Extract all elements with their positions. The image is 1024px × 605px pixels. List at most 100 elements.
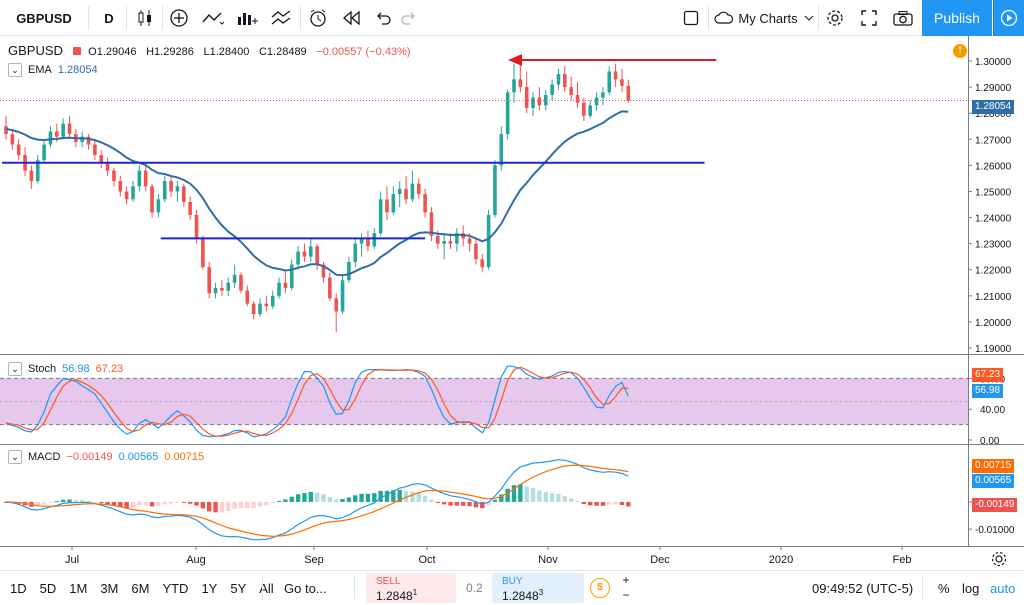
macd-histogram-bar [429, 499, 434, 502]
minus-icon[interactable]: − [622, 588, 630, 602]
candle-body [270, 295, 275, 307]
macd-histogram-bar [194, 501, 199, 506]
macd-tick-label: -0.01000 [975, 525, 1015, 536]
candle-body [448, 241, 453, 244]
candle-body [80, 136, 84, 142]
macd-histogram-bar [238, 501, 244, 509]
candle-body [607, 71, 612, 93]
warning-icon[interactable]: ! [953, 44, 967, 58]
range-button-1d[interactable]: 1D [10, 580, 27, 596]
macd-legend[interactable]: ⌄ MACD −0.00149 0.00565 0.00715 [8, 450, 204, 464]
chart-canvas[interactable]: 1.30000 1.29000 1.28000 1.27000 1.26000 1.250… [0, 36, 1024, 570]
sell-button[interactable]: SELL 1.28481 [366, 573, 456, 603]
macd-histogram-bar [124, 501, 129, 508]
macd-histogram-bar [187, 501, 193, 504]
macd-line [5, 459, 629, 541]
legend-close: C1.28489 [258, 46, 307, 58]
candle-body [556, 74, 561, 85]
range-button-1m[interactable]: 1M [69, 580, 88, 596]
my-charts-button[interactable]: My Charts [714, 0, 814, 36]
layout-square-icon[interactable] [678, 0, 704, 36]
candle-body [569, 87, 573, 95]
macd-histogram-bar [245, 501, 250, 508]
compare-plus-icon[interactable] [166, 0, 192, 36]
stoch-k-tag: 56.98 [972, 384, 1004, 398]
candle-body [277, 282, 281, 296]
candle-body [512, 79, 516, 93]
ema-value: 1.28054 [57, 64, 98, 76]
macd-histogram-bar [365, 493, 371, 502]
ema-legend[interactable]: ⌄ EMA 1.28054 [8, 63, 98, 77]
range-button-3m[interactable]: 3M [100, 580, 119, 596]
symbol-search-button[interactable]: GBPUSD [16, 10, 72, 26]
percent-scale-toggle[interactable]: % [938, 580, 950, 596]
macd-histogram-bar [143, 501, 148, 506]
undo-icon[interactable] [370, 0, 396, 36]
range-button-5y[interactable]: 5Y [230, 580, 247, 596]
replay-icon[interactable] [338, 0, 366, 36]
candle-body [182, 186, 186, 202]
macd-histogram-bar [359, 493, 364, 502]
macd-signal-value: 0.00715 [164, 451, 205, 463]
range-button-6m[interactable]: 6M [131, 580, 150, 596]
redo-icon[interactable] [396, 0, 422, 36]
macd-histogram-bar [232, 501, 237, 509]
candle-body [213, 288, 218, 294]
stoch-collapse-icon[interactable]: ⌄ [8, 362, 22, 376]
financials-icon[interactable] [232, 0, 262, 36]
macd-histogram-bar [92, 501, 98, 503]
candle-body [194, 214, 199, 239]
publish-button[interactable]: Publish [922, 0, 992, 36]
candle-body [220, 288, 224, 291]
range-button-1y[interactable]: 1Y [201, 580, 218, 596]
auto-scale-toggle[interactable]: auto [990, 580, 1016, 596]
macd-histogram-bar [511, 485, 517, 502]
macd-histogram-bar [410, 491, 415, 502]
macd-collapse-icon[interactable]: ⌄ [8, 450, 22, 464]
macd-histogram-bar [518, 484, 523, 502]
clock-timezone[interactable]: 09:49:52 (UTC-5) [812, 580, 914, 596]
candles-style-icon[interactable] [132, 0, 158, 36]
my-charts-label: My Charts [738, 10, 798, 26]
buy-button[interactable]: BUY 1.28483 [492, 573, 584, 603]
macd-histogram-bar [391, 490, 396, 502]
trading-stepper[interactable]: + − [618, 573, 634, 603]
fullscreen-icon[interactable] [856, 0, 882, 36]
alert-clock-icon[interactable] [304, 0, 332, 36]
ema-collapse-icon[interactable]: ⌄ [8, 63, 22, 77]
range-button-ytd[interactable]: YTD [162, 580, 189, 596]
indicators-icon[interactable] [198, 0, 228, 36]
macd-histogram-bar [60, 499, 66, 502]
macd-histogram-bar [86, 500, 91, 502]
log-scale-toggle[interactable]: log [962, 580, 980, 596]
range-button-5d[interactable]: 5D [39, 580, 57, 596]
macd-histogram-bar [505, 488, 510, 502]
stoch-legend[interactable]: ⌄ Stoch 56.98 67.23 [8, 362, 123, 376]
legend-symbol: GBPUSD [8, 43, 63, 58]
ema-label: EMA [28, 64, 52, 76]
price-tick-label: 1.24000 [975, 214, 1012, 225]
candle-body [207, 267, 211, 294]
candle-body [442, 241, 446, 244]
top-toolbar: GBPUSD D My Charts [0, 0, 1024, 36]
interval-button[interactable]: D [104, 10, 114, 26]
templates-icon[interactable] [266, 0, 296, 36]
macd-histogram-bar [346, 497, 352, 502]
candle-body [366, 238, 370, 247]
settings-gear-icon[interactable] [822, 0, 848, 36]
camera-icon[interactable] [890, 0, 916, 36]
macd-histogram-bar [80, 500, 85, 502]
macd-histogram-bar [626, 501, 631, 507]
candle-body [474, 243, 478, 260]
candle-body [531, 97, 535, 108]
axis-settings-gear-icon[interactable] [990, 550, 1008, 568]
goto-date-button[interactable]: Go to... [284, 580, 327, 596]
candle-body [499, 134, 504, 166]
trading-panel-dollar-icon[interactable]: $ [590, 578, 610, 598]
candle-body [563, 74, 567, 88]
chart-area[interactable]: 1.30000 1.29000 1.28000 1.27000 1.26000 1.250… [0, 36, 1024, 570]
candle-body [162, 181, 167, 200]
publish-options-button[interactable] [993, 0, 1024, 36]
price-tick-label: 1.20000 [975, 318, 1012, 329]
plus-icon[interactable]: + [622, 573, 630, 587]
